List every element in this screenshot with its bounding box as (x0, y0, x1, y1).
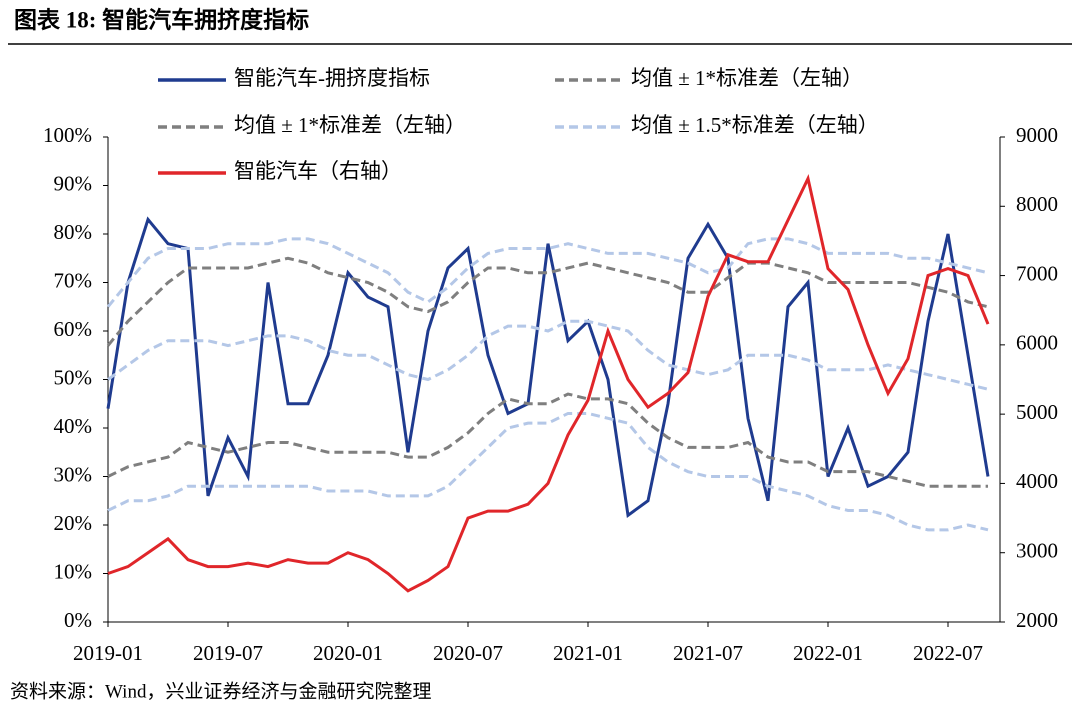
y-tick-label: 30% (54, 462, 93, 486)
y2-tick-label: 7000 (1016, 261, 1058, 285)
legend-label: 智能汽车-拥挤度指标 (234, 66, 430, 90)
x-tick-label: 2022-07 (913, 641, 983, 665)
y-tick-label: 40% (54, 414, 93, 438)
y2-tick-label: 6000 (1016, 331, 1058, 355)
y-tick-label: 80% (54, 220, 93, 244)
y-tick-label: 20% (54, 511, 93, 535)
y-tick-label: 70% (54, 268, 93, 292)
y2-tick-label: 2000 (1016, 608, 1058, 632)
source-note: 资料来源：Wind，兴业证券经济与金融研究院整理 (10, 680, 431, 702)
y2-tick-label: 9000 (1016, 123, 1058, 147)
series-line (107, 319, 989, 391)
y2-tick-label: 4000 (1016, 469, 1058, 493)
x-tick-label: 2020-07 (433, 641, 503, 665)
series-line (106, 216, 990, 518)
y-tick-label: 90% (54, 171, 93, 195)
x-tick-label: 2019-07 (193, 641, 263, 665)
y2-tick-label: 3000 (1016, 539, 1058, 563)
legend-label: 均值 ± 1.5*标准差（左轴） (631, 113, 879, 137)
x-tick-label: 2021-01 (553, 641, 623, 665)
legend-label: 均值 ± 1*标准差（左轴） (631, 66, 863, 90)
y-tick-label: 60% (54, 317, 93, 341)
series-line (106, 237, 989, 308)
x-tick-label: 2019-01 (73, 641, 143, 665)
x-tick-label: 2021-07 (673, 641, 743, 665)
y-tick-label: 100% (43, 123, 92, 147)
y-tick-label: 50% (54, 365, 93, 389)
legend-label: 均值 ± 1*标准差（左轴） (234, 113, 466, 137)
x-tick-label: 2022-01 (793, 641, 863, 665)
y2-tick-label: 5000 (1016, 400, 1058, 424)
chart-title: 图表 18: 智能汽车拥挤度指标 (14, 6, 309, 32)
x-tick-label: 2020-01 (313, 641, 383, 665)
series-line (107, 174, 990, 593)
series-line (107, 392, 988, 488)
y-tick-label: 0% (64, 608, 92, 632)
y-tick-label: 10% (54, 559, 93, 583)
y2-tick-label: 8000 (1016, 192, 1058, 216)
legend-label: 智能汽车（右轴） (234, 159, 402, 183)
